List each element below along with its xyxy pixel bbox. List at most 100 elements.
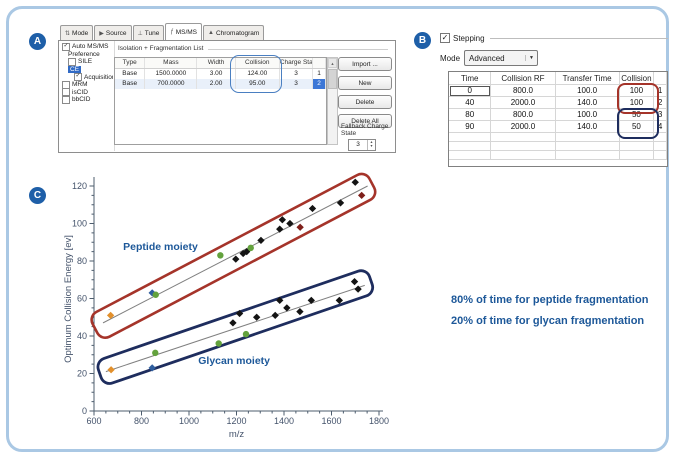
stepping-cell[interactable]: 90: [449, 121, 492, 133]
data-point: [354, 285, 362, 293]
stepping-cell[interactable]: 50: [619, 121, 655, 133]
tree-item-preference[interactable]: Preference: [60, 51, 113, 59]
collision-energy-chart: 600 800 1000 1200 1400 1600 1800 0 20 40 60 80 100 12…: [59, 153, 399, 453]
import-button[interactable]: Import ...: [338, 57, 392, 71]
table-row[interactable]: Base 700.0000 2.00 95.00 3 2: [115, 79, 326, 89]
tree-item-label: Acquisition: [84, 73, 113, 81]
tab-mode[interactable]: ⇅ Mode: [60, 25, 94, 40]
stepping-cell[interactable]: 4: [654, 121, 667, 133]
scroll-up-icon[interactable]: ▲: [328, 58, 337, 68]
table-cell[interactable]: Base: [115, 69, 146, 79]
stepping-group: ✓ Stepping: [440, 33, 668, 43]
table-scrollbar[interactable]: ▲: [327, 57, 338, 145]
tune-icon: ⊥: [137, 30, 143, 37]
mode-dropdown[interactable]: Advanced ▼: [464, 50, 539, 66]
tree-item-bbcid[interactable]: bbCID: [60, 95, 113, 104]
tab-source[interactable]: ▶ Source: [94, 25, 132, 40]
column-header-rownum: [313, 58, 326, 68]
tab-ms-ms[interactable]: ƒ MS/MS: [165, 23, 202, 40]
table-cell[interactable]: 124.00: [236, 69, 280, 79]
stepping-cell[interactable]: 1: [654, 85, 667, 97]
stepping-cell[interactable]: 80: [449, 109, 492, 121]
tab-label: Tune: [144, 29, 160, 37]
fallback-charge-state-spinner[interactable]: 3 ▲ ▼: [348, 139, 376, 151]
table-cell[interactable]: 2: [313, 79, 326, 89]
stepping-cell[interactable]: 2000.0: [491, 121, 556, 133]
panel-c-badge: C: [29, 187, 46, 204]
delete-button[interactable]: Delete: [338, 95, 392, 109]
table-cell[interactable]: 3.00: [197, 69, 236, 79]
fallback-charge-state-value[interactable]: 3: [356, 141, 360, 148]
x-tick-label: 1400: [274, 416, 294, 426]
chevron-down-icon[interactable]: ▼: [525, 55, 537, 61]
stepping-cell[interactable]: 140.0: [555, 97, 620, 109]
stepping-row[interactable]: 40 2000.0 140.0 100 2: [449, 97, 667, 109]
checkbox-icon[interactable]: [62, 95, 70, 104]
stepping-cell[interactable]: 2: [654, 97, 667, 109]
stepping-row[interactable]: 90 2000.0 140.0 50 4: [449, 121, 667, 133]
stepping-cell[interactable]: 100: [619, 85, 655, 97]
data-point: [232, 255, 240, 263]
checkbox-icon[interactable]: [62, 88, 70, 97]
mode-dropdown-value[interactable]: Advanced: [469, 53, 505, 63]
tree-item-sile[interactable]: SILE: [60, 57, 113, 66]
table-cell[interactable]: 3: [280, 69, 314, 79]
new-button[interactable]: New: [338, 76, 392, 90]
tree-item-mrm[interactable]: MRM: [60, 80, 113, 89]
stepping-cell[interactable]: 140.0: [555, 121, 620, 133]
table-cell[interactable]: 1: [313, 69, 326, 79]
stepping-empty-row: [449, 142, 667, 151]
table-cell[interactable]: Base: [115, 79, 146, 89]
y-tick-label: 0: [82, 406, 87, 416]
mode-icon: ⇅: [65, 30, 71, 37]
y-tick-label: 100: [72, 219, 87, 229]
y-tick-label: 60: [77, 294, 87, 304]
table-cell[interactable]: 1500.0000: [145, 69, 198, 79]
tree-item-auto-ms-ms[interactable]: ✓ Auto MS/MS: [60, 43, 113, 51]
data-point: [308, 204, 317, 213]
checkbox-icon[interactable]: [62, 80, 70, 89]
checkbox-icon[interactable]: ✓: [62, 43, 70, 51]
stepping-cell[interactable]: 0: [449, 85, 492, 97]
stepping-empty-row: [449, 151, 667, 160]
data-point: [335, 296, 344, 305]
tree-item-ce[interactable]: CE: [60, 66, 113, 74]
tab-chromatogram[interactable]: ▲ Chromatogram: [203, 25, 265, 40]
stepping-row[interactable]: 0 800.0 100.0 100 1: [449, 85, 667, 97]
tree-item-iscid[interactable]: isCID: [60, 88, 113, 97]
stepping-cell[interactable]: 100.0: [555, 109, 620, 121]
data-point: [215, 340, 222, 347]
annotation-line: 20% of time for glycan fragmentation: [451, 315, 645, 327]
stepping-checkbox[interactable]: ✓: [440, 33, 450, 43]
table-row[interactable]: Base 1500.0000 3.00 124.00 3 1: [115, 69, 326, 79]
stepping-empty-cell: [449, 133, 492, 142]
tab-tune[interactable]: ⊥ Tune: [132, 25, 165, 40]
scroll-thumb[interactable]: [328, 69, 337, 89]
data-point: [351, 178, 359, 186]
table-cell[interactable]: 3: [280, 79, 314, 89]
cluster-outline: [96, 269, 375, 385]
stepping-cell[interactable]: 800.0: [491, 85, 556, 97]
stepping-cell[interactable]: 3: [654, 109, 667, 121]
trend-line: [105, 284, 365, 373]
table-cell[interactable]: 700.0000: [145, 79, 198, 89]
stepping-cell[interactable]: 800.0: [491, 109, 556, 121]
stepping-cell[interactable]: 2000.0: [491, 97, 556, 109]
tab-label: Chromatogram: [215, 29, 260, 37]
column-header-time: Time: [449, 72, 492, 85]
column-header-type: Type: [115, 58, 146, 68]
mode-label: Mode: [440, 53, 461, 63]
collision-highlight-navy: [617, 108, 659, 139]
tree-item-acquisition[interactable]: ✓ Acquisition: [60, 73, 113, 82]
stepping-cell[interactable]: 40: [449, 97, 492, 109]
cluster-outline: [90, 172, 377, 340]
checkbox-icon[interactable]: ✓: [74, 73, 82, 82]
delete-all-button[interactable]: Delete All: [338, 114, 392, 128]
stepping-cell[interactable]: 100.0: [555, 85, 620, 97]
checkbox-icon[interactable]: [68, 57, 76, 66]
trend-line: [102, 185, 368, 324]
x-tick-label: 1000: [179, 416, 199, 426]
column-header-charge-state: Charge State: [279, 58, 314, 68]
spinner-arrows-icon[interactable]: ▲ ▼: [367, 140, 375, 150]
tab-label: MS/MS: [175, 28, 197, 36]
